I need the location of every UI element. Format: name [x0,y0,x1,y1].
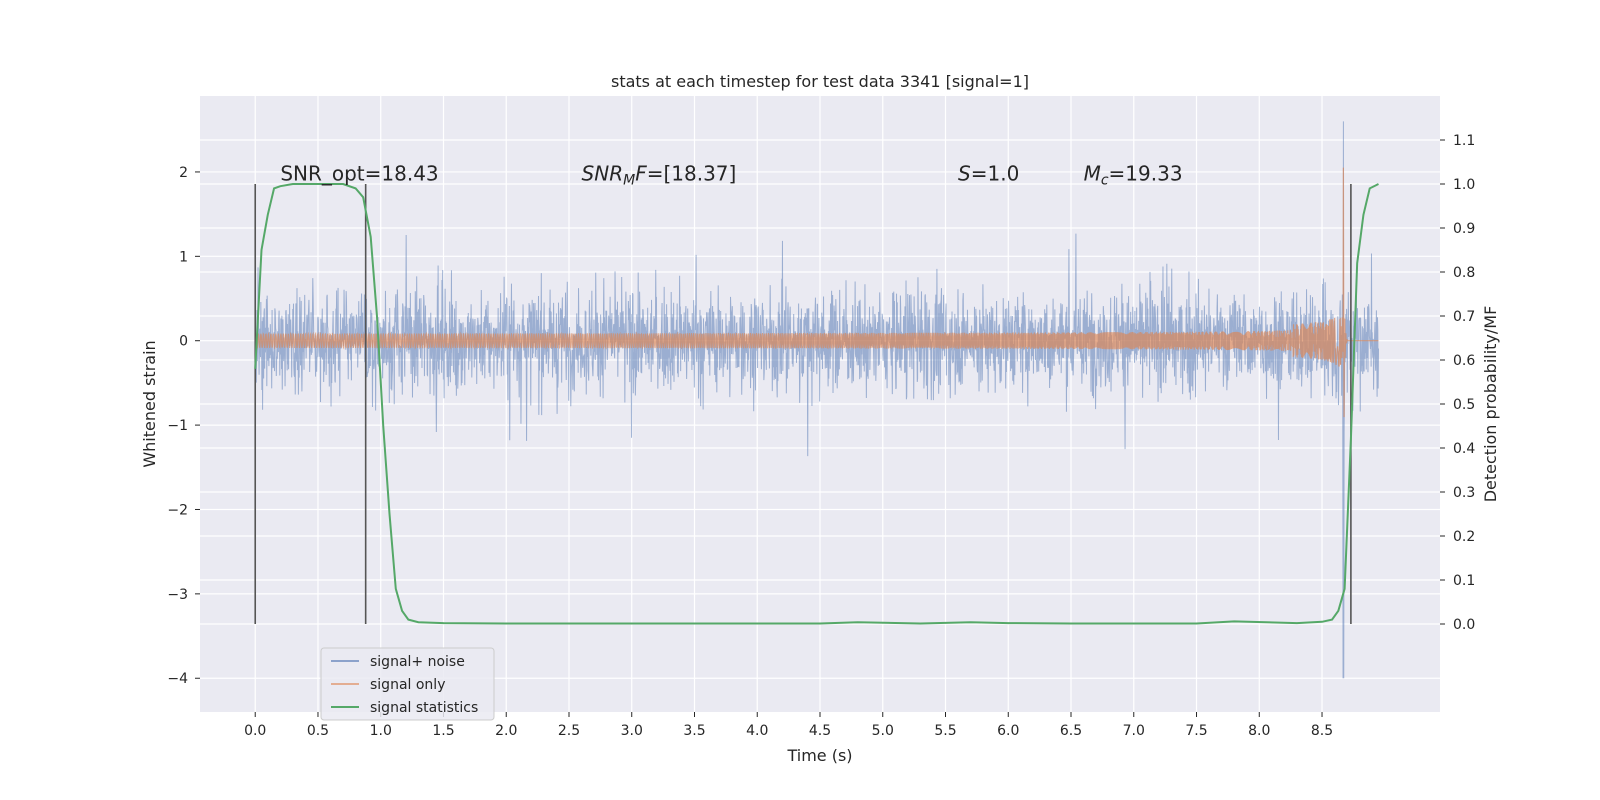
x-axis-label: Time (s) [786,746,852,765]
vertical-lines [254,184,1352,624]
y-left-axis-label: Whitened strain [140,340,159,467]
x-tick-label: 4.0 [746,723,768,739]
x-tick-label: 1.0 [370,723,392,739]
y-left-tick-label: 1 [179,249,188,265]
y-left-tick-label: −4 [167,671,188,687]
x-tick-label: 8.0 [1248,723,1270,739]
legend-label-signal-statistics: signal statistics [370,700,478,716]
y-right-tick-label: 0.7 [1453,309,1475,325]
x-tick-label: 3.0 [621,723,643,739]
series-signal-noise [254,121,1379,679]
legend-frame [320,647,495,721]
y-right-tick-label: 0.1 [1453,573,1475,589]
x-tick-label: 0.0 [244,723,266,739]
legend: signal+ noise signal only signal statist… [320,647,495,721]
annotations: SNR_opt=18.43 SNRMF=[18.37] S=1.0 Mc=19.33 [280,161,1182,188]
y-right-tick-label: 0.2 [1453,529,1475,545]
y-right-tick-label: 0.4 [1453,441,1475,457]
y-left-tick-label: 0 [179,334,188,350]
annotation-snr-mf: SNRMF=[18.37] [582,161,737,188]
y-right-axis-ticks: 1.1 1.0 0.9 0.8 0.7 0.6 0.5 0.4 0.3 0.2 0.1 0.0 [1440,133,1475,633]
series-line-signal-statistics [254,183,1379,625]
y-right-tick-label: 0.9 [1453,221,1475,237]
series-line-signal-only [254,167,1379,418]
legend-label-signal-only: signal only [370,677,445,693]
y-right-tick-label: 0.6 [1453,353,1475,369]
y-left-axis-ticks: 2 1 0 −1 −2 −3 −4 [167,165,200,687]
y-right-tick-label: 1.1 [1453,133,1475,149]
legend-label-signal-noise: signal+ noise [370,654,465,670]
x-tick-label: 0.5 [307,723,329,739]
series-signal-statistics [254,183,1379,625]
x-tick-label: 5.5 [934,723,956,739]
y-left-tick-label: 2 [179,165,188,181]
x-axis-ticks: 0.0 0.5 1.0 1.5 2.0 2.5 3.0 3.5 4.0 4.5 5.0 5.5 6.0 6… [244,712,1333,739]
y-right-axis-label: Detection probability/MF [1481,306,1500,503]
y-left-tick-label: −2 [167,502,188,518]
x-tick-label: 4.5 [809,723,831,739]
y-right-tick-label: 0.3 [1453,485,1475,501]
y-right-tick-label: 1.0 [1453,177,1475,193]
x-tick-label: 7.0 [1123,723,1145,739]
y-left-tick-label: −3 [167,587,188,603]
x-tick-label: 6.5 [1060,723,1082,739]
x-tick-label: 2.0 [495,723,517,739]
y-right-tick-label: 0.0 [1453,617,1475,633]
x-tick-label: 2.5 [558,723,580,739]
series-signal-only [254,167,1379,418]
annotation-chirp-mass: Mc=19.33 [1084,161,1183,188]
x-tick-label: 3.5 [683,723,705,739]
series-line-signal-noise [254,121,1379,679]
x-tick-label: 6.0 [997,723,1019,739]
x-tick-label: 1.5 [432,723,454,739]
annotation-snr-opt: SNR_opt=18.43 [280,161,438,185]
x-tick-label: 8.5 [1311,723,1333,739]
y-right-tick-label: 0.5 [1453,397,1475,413]
chart-title: stats at each timestep for test data 334… [611,72,1029,91]
y-right-tick-label: 0.8 [1453,265,1475,281]
y-left-tick-label: −1 [167,418,188,434]
x-tick-label: 7.5 [1185,723,1207,739]
x-tick-label: 5.0 [872,723,894,739]
annotation-s-value: S=1.0 [958,161,1019,185]
